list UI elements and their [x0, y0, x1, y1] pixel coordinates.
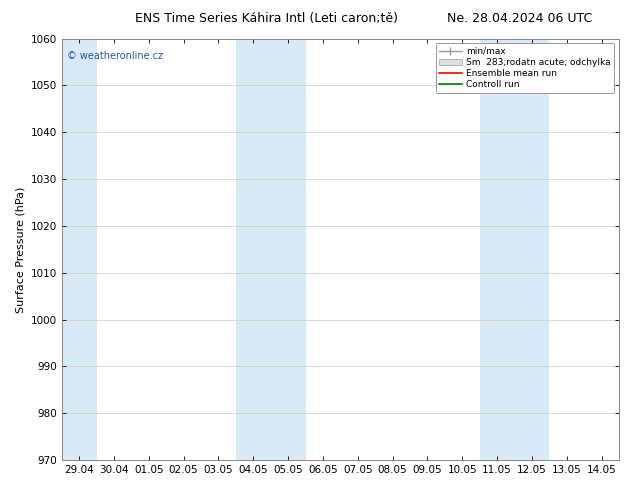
Bar — [480, 39, 515, 460]
Legend: min/max, Sm  283;rodatn acute; odchylka, Ensemble mean run, Controll run: min/max, Sm 283;rodatn acute; odchylka, … — [436, 43, 614, 93]
Bar — [61, 39, 96, 460]
Text: © weatheronline.cz: © weatheronline.cz — [67, 51, 163, 61]
Bar — [236, 39, 271, 460]
Text: Ne. 28.04.2024 06 UTC: Ne. 28.04.2024 06 UTC — [447, 12, 593, 25]
Y-axis label: Surface Pressure (hPa): Surface Pressure (hPa) — [15, 186, 25, 313]
Bar — [271, 39, 306, 460]
Text: ENS Time Series Káhira Intl (Leti caron;tě): ENS Time Series Káhira Intl (Leti caron;… — [135, 12, 398, 25]
Bar — [515, 39, 549, 460]
